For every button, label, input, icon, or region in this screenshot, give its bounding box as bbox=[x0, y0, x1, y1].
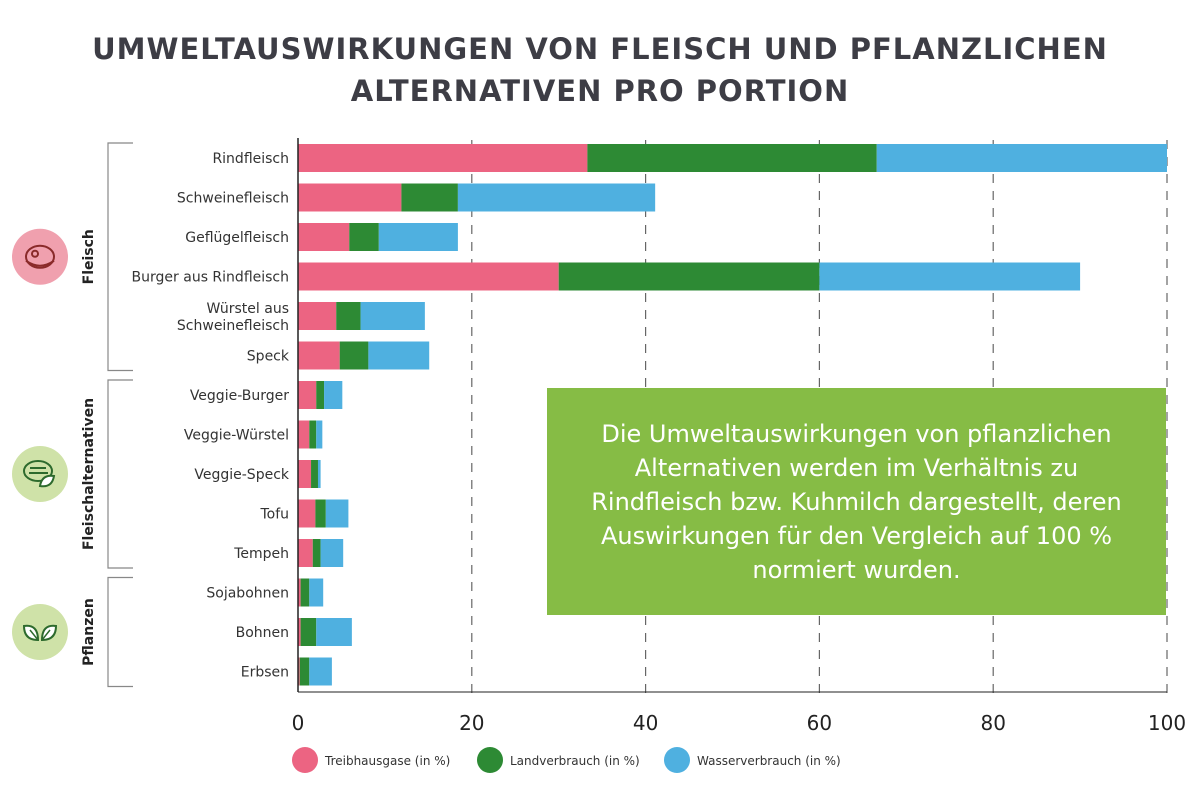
x-tick-label: 80 bbox=[980, 711, 1005, 735]
steak-icon bbox=[25, 244, 55, 269]
chart-title: UMWELTAUSWIRKUNGEN VON FLEISCH UND PFLAN… bbox=[92, 32, 1108, 108]
legend-swatch bbox=[664, 747, 690, 773]
bar-segment bbox=[587, 144, 877, 172]
bar-segment bbox=[298, 578, 301, 607]
group-bracket bbox=[107, 576, 133, 688]
bar-segment bbox=[378, 223, 458, 251]
bar-segment bbox=[298, 341, 340, 370]
legend-label: Landverbrauch (in %) bbox=[510, 754, 640, 768]
steak-icon-bg bbox=[12, 228, 68, 285]
bar-segment bbox=[457, 183, 656, 212]
x-tick-label: 100 bbox=[1148, 711, 1186, 735]
category-label: Schweinefleisch bbox=[177, 191, 289, 207]
bar-segment bbox=[298, 618, 301, 646]
category-label: Tofu bbox=[259, 507, 289, 523]
bar-segment bbox=[819, 262, 1081, 291]
bar-segment bbox=[349, 223, 379, 251]
leaves-icon-bg bbox=[12, 604, 68, 660]
category-label: Sojabohnen bbox=[206, 586, 289, 602]
category-label: Veggie-Würstel bbox=[184, 428, 289, 444]
bar-segment bbox=[316, 420, 323, 449]
category-label: Burger aus Rindfleisch bbox=[132, 270, 289, 286]
bar-segment bbox=[316, 381, 325, 409]
legend-swatch bbox=[292, 747, 318, 773]
x-tick-label: 60 bbox=[807, 711, 832, 735]
bar-segment bbox=[298, 183, 402, 212]
bar-segment bbox=[309, 420, 317, 449]
bar-segment bbox=[299, 657, 310, 686]
x-tick-label: 40 bbox=[633, 711, 658, 735]
x-tick-label: 0 bbox=[292, 711, 305, 735]
bar-segment bbox=[401, 183, 458, 212]
category-label: Bohnen bbox=[236, 625, 289, 641]
bar-segment bbox=[298, 302, 337, 330]
bar-segment bbox=[298, 420, 310, 449]
bar-segment bbox=[336, 302, 361, 330]
bar-segment bbox=[320, 539, 344, 567]
category-label: Veggie-Speck bbox=[194, 467, 290, 483]
category-label: Speck bbox=[247, 349, 290, 365]
category-label: Würstel aus Schweinefleisch bbox=[177, 301, 289, 334]
bar-segment bbox=[311, 460, 318, 488]
bar-segment bbox=[339, 341, 369, 370]
bar-segment bbox=[298, 460, 312, 488]
group-label: Fleisch bbox=[81, 229, 97, 284]
bar-segment bbox=[325, 499, 349, 528]
bar-segment bbox=[300, 618, 317, 646]
group-bracket bbox=[107, 379, 133, 569]
category-label: Rindfleisch bbox=[212, 151, 289, 167]
category-label: Tempeh bbox=[233, 546, 289, 562]
bar-segment bbox=[558, 262, 820, 291]
bar-segment bbox=[298, 144, 588, 172]
leaves-icon bbox=[22, 624, 58, 642]
bar-segment bbox=[360, 302, 425, 330]
bar-segment bbox=[309, 578, 324, 607]
bar-segment bbox=[312, 539, 321, 567]
category-label: Erbsen bbox=[241, 665, 289, 681]
bar-segment bbox=[315, 499, 326, 528]
category-label: Veggie-Burger bbox=[190, 388, 289, 404]
bar-segment bbox=[309, 657, 332, 686]
legend-label: Treibhausgase (in %) bbox=[324, 754, 450, 768]
group-label: Pflanzen bbox=[81, 598, 97, 666]
legend-swatch bbox=[477, 747, 503, 773]
callout-box: Die Umweltauswirkungen von pflanzlichen … bbox=[547, 388, 1166, 615]
veggie-patty-icon bbox=[23, 460, 56, 488]
bar-segment bbox=[876, 144, 1167, 172]
bar-segment bbox=[298, 223, 350, 251]
bar-segment bbox=[300, 578, 310, 607]
bar-segment bbox=[298, 262, 559, 291]
bar-segment bbox=[368, 341, 430, 370]
bar-segment bbox=[298, 539, 313, 567]
bar-segment bbox=[298, 499, 316, 528]
bar-segment bbox=[316, 618, 352, 646]
bar-segment bbox=[298, 381, 317, 409]
legend-label: Wasserverbrauch (in %) bbox=[697, 754, 841, 768]
x-tick-label: 20 bbox=[459, 711, 484, 735]
bar-segment bbox=[324, 381, 343, 409]
group-label: Fleischalternativen bbox=[81, 398, 97, 550]
bar-segment bbox=[317, 460, 321, 488]
category-label: Geflügelfleisch bbox=[185, 230, 289, 246]
group-bracket bbox=[107, 142, 133, 372]
bar-segment bbox=[298, 657, 300, 686]
